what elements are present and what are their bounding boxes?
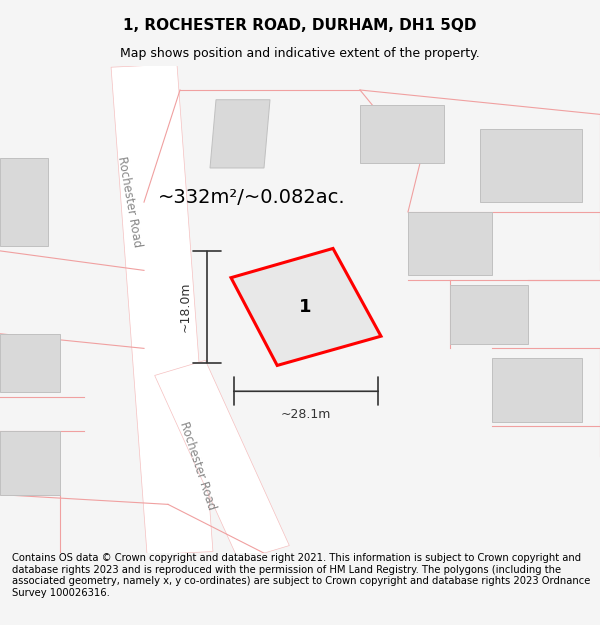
Text: 1, ROCHESTER ROAD, DURHAM, DH1 5QD: 1, ROCHESTER ROAD, DURHAM, DH1 5QD xyxy=(123,18,477,33)
Text: ~332m²/~0.082ac.: ~332m²/~0.082ac. xyxy=(158,188,346,207)
Text: Contains OS data © Crown copyright and database right 2021. This information is : Contains OS data © Crown copyright and d… xyxy=(12,553,590,598)
Polygon shape xyxy=(0,431,60,494)
Polygon shape xyxy=(360,104,444,163)
Text: Map shows position and indicative extent of the property.: Map shows position and indicative extent… xyxy=(120,48,480,60)
Text: ~28.1m: ~28.1m xyxy=(281,408,331,421)
Polygon shape xyxy=(0,334,60,392)
Text: Rochester Road: Rochester Road xyxy=(115,156,143,249)
Polygon shape xyxy=(450,285,528,344)
Polygon shape xyxy=(408,212,492,275)
Polygon shape xyxy=(480,129,582,202)
Polygon shape xyxy=(0,158,48,246)
Text: Rochester Road: Rochester Road xyxy=(178,419,218,511)
Text: 1: 1 xyxy=(299,298,312,316)
Polygon shape xyxy=(231,248,381,366)
Polygon shape xyxy=(492,358,582,421)
Polygon shape xyxy=(111,64,213,555)
Polygon shape xyxy=(155,360,289,561)
Text: ~18.0m: ~18.0m xyxy=(179,282,192,332)
Polygon shape xyxy=(210,100,270,168)
